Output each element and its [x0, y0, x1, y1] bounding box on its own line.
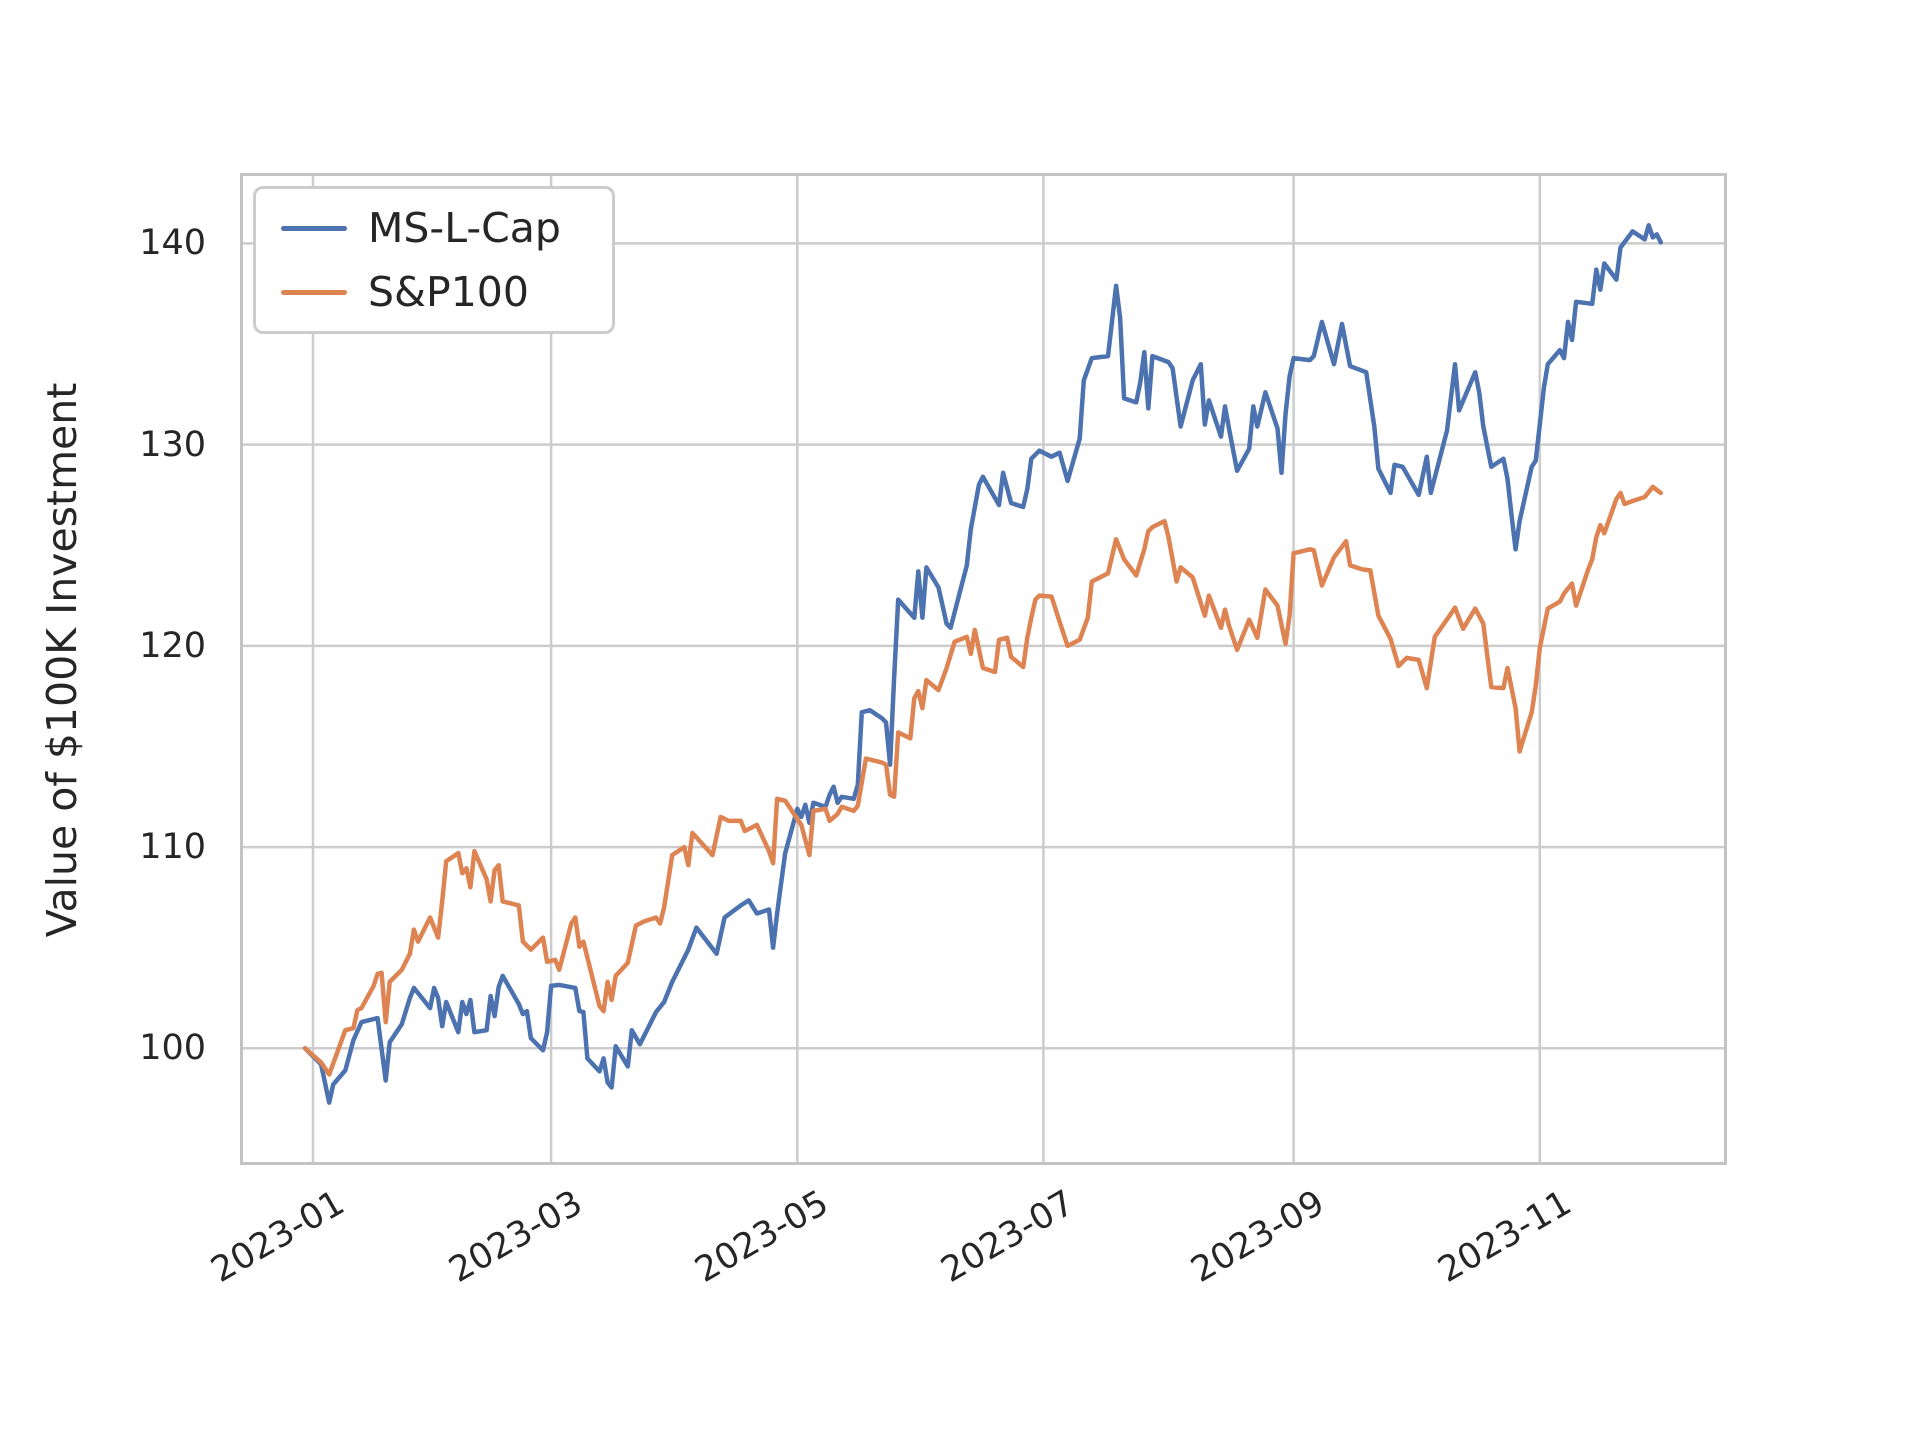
- series-line-S&P100: [302, 484, 1664, 1077]
- y-tick-label-130: 130: [139, 424, 206, 465]
- x-tick-label: 2023-05: [688, 1183, 836, 1291]
- y-tick-label-110: 110: [139, 827, 206, 868]
- legend-label: MS-L-Cap: [368, 204, 561, 252]
- legend-item-ms-l-cap: MS-L-Cap: [256, 205, 612, 251]
- y-tick-label-100: 100: [139, 1028, 206, 1069]
- legend-line-icon: [281, 225, 347, 231]
- legend-item-sp100: S&P100: [256, 269, 612, 315]
- legend-label: S&P100: [368, 268, 529, 316]
- y-tick-label-140: 140: [139, 223, 206, 264]
- x-tick-label: 2023-07: [934, 1183, 1082, 1291]
- legend: MS-L-Cap S&P100: [253, 186, 615, 334]
- x-tick-label: 2023-03: [442, 1183, 590, 1291]
- x-tick-label: 2023-09: [1184, 1183, 1332, 1291]
- legend-line-icon: [281, 289, 347, 295]
- y-tick-label-120: 120: [139, 625, 206, 666]
- x-tick-label: 2023-01: [204, 1183, 352, 1291]
- plot-area: [240, 173, 1727, 1165]
- series-line-MS-L-Cap: [302, 223, 1664, 1105]
- x-tick-label: 2023-11: [1431, 1183, 1578, 1291]
- chart-canvas: [240, 173, 1727, 1165]
- y-axis-title: Value of $100K Investment: [38, 382, 86, 938]
- axes-border: [240, 173, 1727, 1165]
